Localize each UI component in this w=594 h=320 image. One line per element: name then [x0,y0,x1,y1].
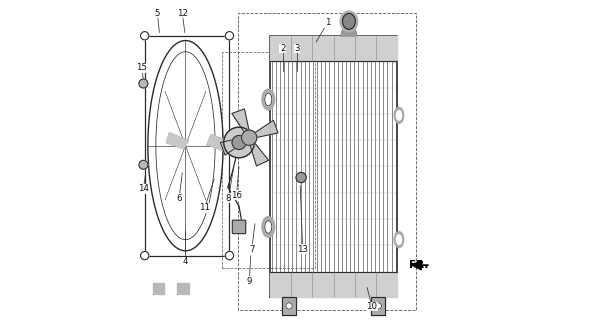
Ellipse shape [262,217,274,237]
Text: 4: 4 [182,258,188,267]
Text: 1: 1 [324,19,330,28]
Polygon shape [153,283,164,294]
Text: 12: 12 [177,9,188,18]
Ellipse shape [394,108,404,123]
Text: 8: 8 [226,194,231,203]
Polygon shape [249,140,268,166]
Polygon shape [371,297,386,315]
Polygon shape [176,283,189,294]
Text: 7: 7 [249,245,254,254]
Circle shape [225,252,233,260]
Ellipse shape [265,220,272,233]
Text: 3: 3 [294,44,300,53]
Circle shape [139,79,148,88]
Circle shape [375,303,381,309]
Text: 2: 2 [280,44,285,53]
Text: 10: 10 [366,302,377,311]
Polygon shape [270,271,397,297]
Ellipse shape [396,111,402,120]
Text: 15: 15 [136,63,147,72]
Polygon shape [341,28,357,36]
Circle shape [139,160,148,169]
Ellipse shape [394,232,404,248]
Text: 16: 16 [231,190,242,200]
Text: 6: 6 [176,194,182,203]
Polygon shape [232,109,250,135]
Polygon shape [252,120,278,138]
Circle shape [225,32,233,40]
Text: 9: 9 [247,276,252,285]
Circle shape [286,303,292,309]
Ellipse shape [340,11,358,32]
Polygon shape [220,137,247,155]
Ellipse shape [396,235,402,244]
Circle shape [242,130,257,145]
Polygon shape [166,133,188,149]
Ellipse shape [343,13,355,29]
Circle shape [232,135,246,149]
Text: 5: 5 [154,9,160,18]
Text: 13: 13 [297,245,308,254]
Ellipse shape [265,93,272,106]
Polygon shape [270,36,397,61]
Polygon shape [282,297,296,315]
Circle shape [296,172,307,183]
Text: FR.: FR. [409,260,429,270]
FancyBboxPatch shape [232,220,246,234]
Circle shape [141,252,149,260]
Text: 11: 11 [199,203,210,212]
Circle shape [224,127,254,158]
Text: 14: 14 [138,184,149,193]
Ellipse shape [262,89,274,110]
Polygon shape [207,134,227,150]
Circle shape [141,32,149,40]
